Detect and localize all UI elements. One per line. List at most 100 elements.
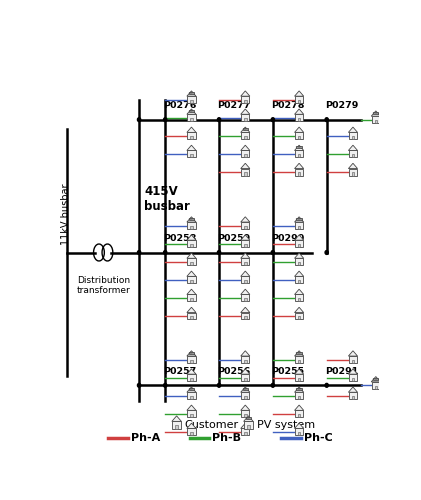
Bar: [349, 392, 357, 399]
Bar: [190, 316, 193, 320]
Bar: [172, 422, 181, 428]
Bar: [298, 172, 300, 176]
Bar: [190, 432, 193, 436]
Bar: [190, 136, 193, 140]
Polygon shape: [241, 351, 250, 356]
Bar: [352, 172, 354, 176]
Bar: [241, 312, 249, 320]
Bar: [187, 222, 195, 229]
Polygon shape: [295, 164, 304, 168]
Text: Ph-B: Ph-B: [213, 433, 242, 443]
Bar: [187, 392, 195, 399]
Bar: [349, 168, 357, 175]
Bar: [241, 132, 249, 140]
Bar: [241, 114, 249, 121]
Bar: [190, 360, 193, 363]
Polygon shape: [241, 423, 250, 428]
Bar: [190, 118, 193, 121]
Polygon shape: [295, 423, 304, 428]
Bar: [241, 258, 249, 265]
Circle shape: [163, 118, 167, 122]
Text: P0259: P0259: [217, 234, 250, 243]
Bar: [175, 426, 178, 428]
Bar: [373, 378, 378, 380]
Bar: [242, 388, 248, 390]
Bar: [349, 374, 357, 381]
Polygon shape: [187, 109, 196, 114]
Bar: [373, 112, 378, 114]
Bar: [187, 410, 195, 418]
Bar: [298, 414, 300, 418]
Bar: [187, 96, 195, 103]
Circle shape: [137, 250, 141, 254]
Bar: [298, 360, 300, 363]
Polygon shape: [295, 217, 304, 222]
Polygon shape: [295, 145, 304, 150]
Circle shape: [137, 384, 141, 387]
Polygon shape: [187, 369, 196, 374]
Bar: [375, 386, 377, 389]
Polygon shape: [371, 376, 380, 382]
Bar: [190, 262, 193, 265]
Text: P0291: P0291: [325, 366, 358, 376]
Polygon shape: [241, 109, 250, 114]
Bar: [187, 312, 195, 320]
Polygon shape: [295, 351, 304, 356]
Bar: [190, 414, 193, 418]
Bar: [244, 298, 247, 302]
Polygon shape: [295, 253, 304, 258]
Bar: [187, 428, 195, 436]
Bar: [295, 114, 303, 121]
Polygon shape: [241, 253, 250, 258]
Polygon shape: [187, 217, 196, 222]
Bar: [244, 316, 247, 320]
Bar: [295, 240, 303, 247]
Bar: [190, 280, 193, 283]
Bar: [244, 378, 247, 381]
Bar: [187, 258, 195, 265]
Circle shape: [217, 118, 221, 122]
Circle shape: [325, 118, 328, 122]
Bar: [295, 168, 303, 175]
Bar: [187, 374, 195, 381]
Polygon shape: [241, 289, 250, 294]
Bar: [247, 426, 250, 428]
Polygon shape: [241, 235, 250, 240]
Polygon shape: [349, 145, 357, 150]
Bar: [244, 244, 247, 247]
Bar: [349, 132, 357, 140]
Polygon shape: [187, 235, 196, 240]
Polygon shape: [187, 308, 196, 312]
Bar: [295, 150, 303, 158]
Polygon shape: [187, 387, 196, 392]
Bar: [295, 258, 303, 265]
Bar: [244, 280, 247, 283]
Circle shape: [217, 250, 221, 254]
Polygon shape: [187, 405, 196, 410]
Bar: [295, 96, 303, 103]
Text: P0276: P0276: [163, 101, 197, 110]
Polygon shape: [241, 271, 250, 276]
Bar: [241, 374, 249, 381]
Bar: [241, 276, 249, 283]
Polygon shape: [241, 405, 250, 410]
Bar: [295, 410, 303, 418]
Bar: [241, 410, 249, 418]
Polygon shape: [187, 423, 196, 428]
Polygon shape: [295, 289, 304, 294]
Polygon shape: [187, 145, 196, 150]
Bar: [298, 226, 300, 229]
Bar: [190, 378, 193, 381]
Bar: [189, 110, 194, 112]
Polygon shape: [187, 289, 196, 294]
Text: P0256: P0256: [217, 366, 250, 376]
Polygon shape: [241, 91, 250, 96]
Text: P0277: P0277: [217, 101, 251, 110]
Bar: [352, 136, 354, 140]
Bar: [189, 388, 194, 390]
Bar: [298, 316, 300, 320]
Polygon shape: [349, 351, 357, 356]
Polygon shape: [244, 416, 253, 422]
Polygon shape: [187, 127, 196, 132]
Bar: [241, 294, 249, 302]
